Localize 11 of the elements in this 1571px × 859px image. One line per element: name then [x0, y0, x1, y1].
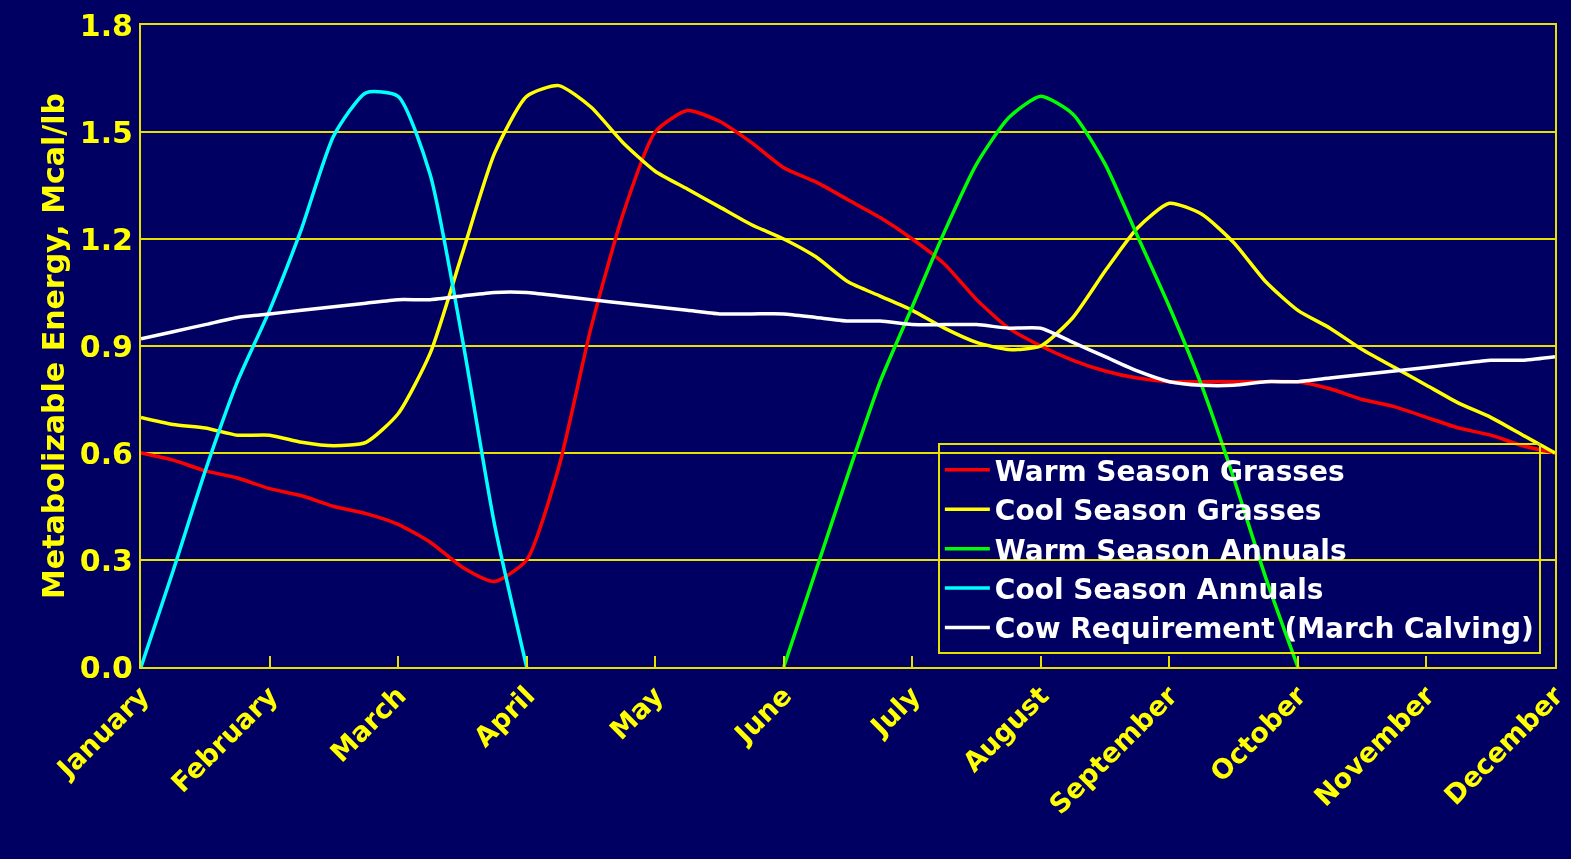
y-tick-label: 1.2 [79, 221, 133, 257]
y-tick-label: 0.9 [79, 328, 133, 364]
line-series [141, 290, 1555, 388]
y-tick-label: 0.6 [79, 435, 133, 471]
y-tick-label: 1.5 [79, 114, 133, 150]
y-tick-label: 1.8 [79, 7, 133, 43]
y-tick-label: 0.0 [79, 649, 133, 685]
line-series [141, 83, 1555, 455]
y-tick-label: 0.3 [79, 542, 133, 578]
legend-label: Cow Requirement (March Calving) [994, 612, 1534, 646]
y-axis-title: Metabolizable Energy, Mcal/lb [36, 92, 72, 600]
